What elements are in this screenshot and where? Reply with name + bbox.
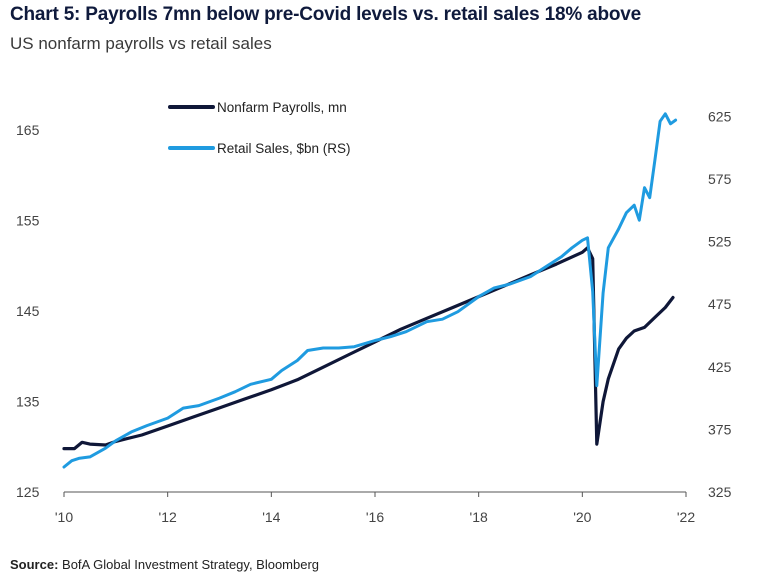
y-left-tick-label: 165 [16,122,40,138]
y-right-tick-label: 425 [708,359,732,375]
legend-label: Nonfarm Payrolls, mn [217,100,347,115]
x-tick-label: '18 [470,509,488,525]
axes: '10 '12 '14 '16 '18 '20 '22 125 135 145 155 165 325 3… [16,108,732,525]
y-left-tick-label: 155 [16,213,40,229]
x-tick-label: '10 [55,509,73,525]
y-right-tick-label: 525 [708,234,732,250]
series-lines [62,112,678,469]
chart-subtitle: US nonfarm payrolls vs retail sales [10,34,272,53]
legend-label: Retail Sales, $bn (RS) [217,141,351,156]
chart-source: Source: BofA Global Investment Strategy,… [10,557,319,572]
y-right-tick-label: 375 [708,421,732,437]
x-tick-label: '16 [366,509,384,525]
chart-title: Chart 5: Payrolls 7mn below pre-Covid le… [10,4,642,25]
series-line-payrolls [62,246,675,451]
source-label: Source: [10,557,59,572]
x-tick-label: '22 [677,509,695,525]
y-left-tick-label: 135 [16,394,40,410]
x-tick-label: '12 [159,509,177,525]
y-right-tick-label: 475 [708,296,732,312]
y-right-tick-label: 325 [708,484,732,500]
y-left-tick-label: 145 [16,303,40,319]
source-text: BofA Global Investment Strategy, Bloombe… [62,557,320,572]
x-tick-label: '14 [262,509,280,525]
y-right-tick-label: 575 [708,171,732,187]
x-tick-label: '20 [573,509,591,525]
y-right-tick-label: 625 [708,108,732,124]
legend: Nonfarm Payrolls, mn Retail Sales, $bn (R… [168,100,351,156]
series-line-retail-sales [62,112,678,469]
y-left-tick-label: 125 [16,484,40,500]
